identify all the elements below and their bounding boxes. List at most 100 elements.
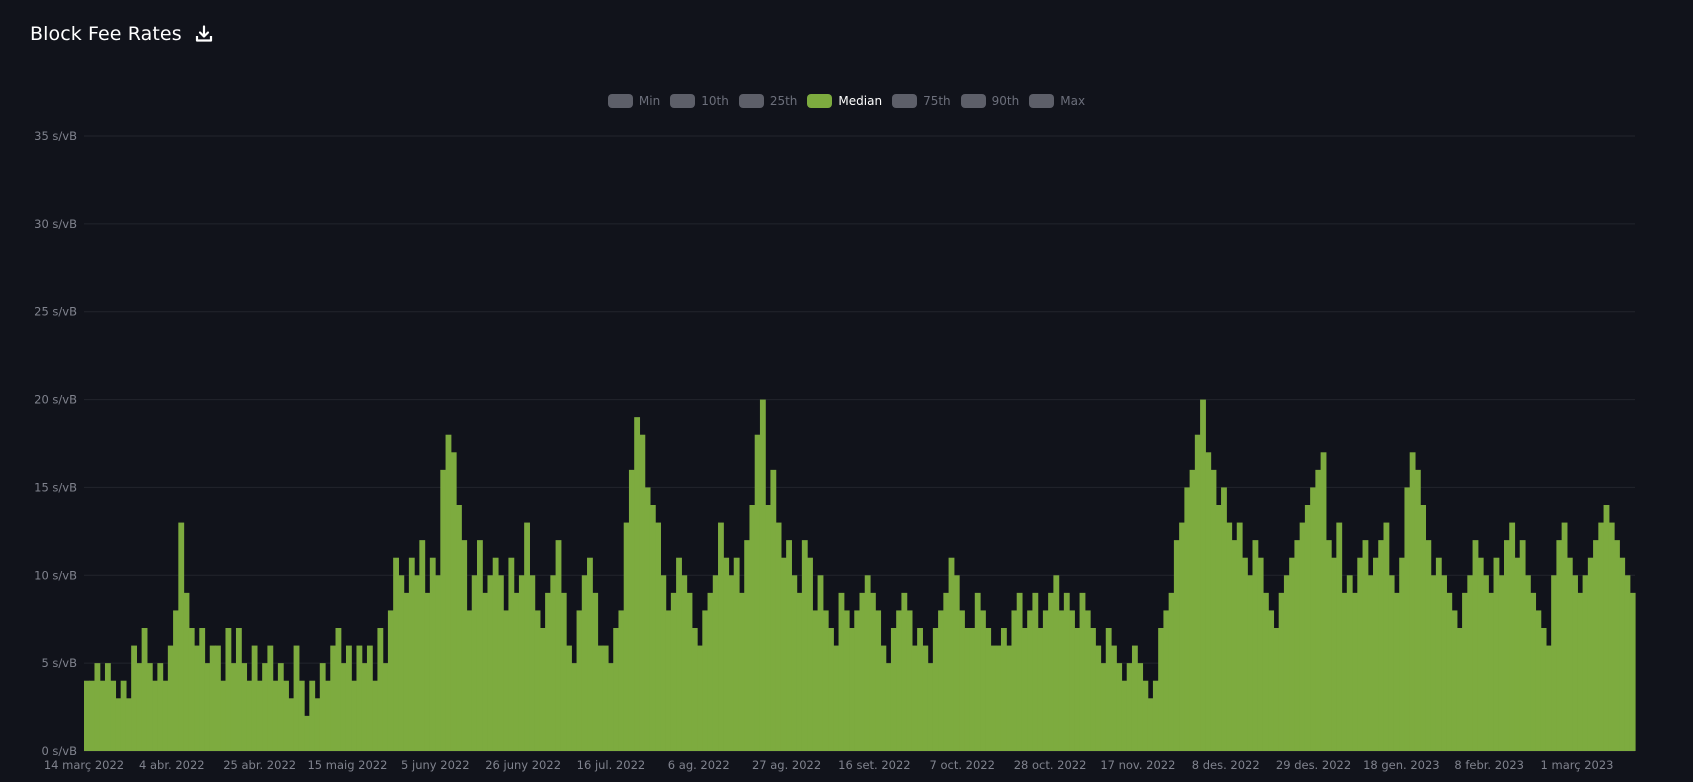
median-bar[interactable] bbox=[419, 540, 426, 751]
median-bar[interactable] bbox=[550, 575, 557, 751]
median-bar[interactable] bbox=[272, 680, 279, 751]
download-button[interactable] bbox=[194, 24, 214, 44]
median-bar[interactable] bbox=[1084, 610, 1091, 751]
median-bar[interactable] bbox=[665, 610, 672, 751]
median-bar[interactable] bbox=[1210, 469, 1217, 751]
median-bar[interactable] bbox=[948, 557, 955, 751]
median-bar[interactable] bbox=[1079, 592, 1086, 751]
median-bar[interactable] bbox=[864, 575, 871, 751]
median-bar[interactable] bbox=[225, 628, 232, 751]
median-bar[interactable] bbox=[707, 592, 714, 751]
median-bar[interactable] bbox=[1194, 434, 1201, 751]
median-bar[interactable] bbox=[424, 592, 431, 751]
median-bar[interactable] bbox=[513, 592, 520, 751]
median-bar[interactable] bbox=[1462, 592, 1468, 751]
median-bar[interactable] bbox=[1131, 645, 1138, 751]
median-bar[interactable] bbox=[1294, 540, 1301, 751]
median-bar[interactable] bbox=[1493, 557, 1500, 751]
median-bar[interactable] bbox=[188, 628, 195, 751]
median-bar[interactable] bbox=[1236, 522, 1243, 751]
median-bar[interactable] bbox=[807, 557, 813, 751]
median-bar[interactable] bbox=[723, 557, 730, 751]
median-bar[interactable] bbox=[262, 663, 268, 751]
median-bar[interactable] bbox=[1299, 522, 1306, 751]
median-bar[interactable] bbox=[1205, 452, 1212, 751]
median-bar[interactable] bbox=[634, 417, 641, 751]
median-bar[interactable] bbox=[1163, 610, 1170, 751]
median-bar[interactable] bbox=[1420, 505, 1427, 751]
median-bar[interactable] bbox=[1540, 628, 1547, 751]
median-bar[interactable] bbox=[330, 645, 337, 751]
median-bar[interactable] bbox=[655, 522, 661, 751]
median-bar[interactable] bbox=[581, 575, 588, 751]
median-bar[interactable] bbox=[817, 575, 824, 751]
median-bar[interactable] bbox=[644, 487, 651, 751]
median-bar[interactable] bbox=[1535, 610, 1542, 751]
median-bar[interactable] bbox=[697, 645, 703, 751]
median-bar[interactable] bbox=[1425, 540, 1432, 751]
median-bar[interactable] bbox=[162, 680, 169, 751]
median-bar[interactable] bbox=[435, 575, 441, 751]
median-bar[interactable] bbox=[691, 628, 698, 751]
median-bar[interactable] bbox=[560, 592, 567, 751]
median-bar[interactable] bbox=[1446, 592, 1453, 751]
median-bar[interactable] bbox=[1021, 628, 1028, 751]
median-bar[interactable] bbox=[985, 628, 992, 751]
median-bar[interactable] bbox=[1629, 592, 1636, 751]
median-bar[interactable] bbox=[1069, 610, 1075, 751]
median-bar[interactable] bbox=[94, 663, 101, 751]
median-bar[interactable] bbox=[927, 663, 934, 751]
median-bar[interactable] bbox=[1121, 680, 1128, 751]
median-bar[interactable] bbox=[623, 522, 630, 751]
median-bar[interactable] bbox=[1357, 557, 1364, 751]
median-bar[interactable] bbox=[1488, 592, 1495, 751]
median-bar[interactable] bbox=[178, 522, 185, 751]
median-bar[interactable] bbox=[1577, 592, 1584, 751]
median-bar[interactable] bbox=[796, 592, 803, 751]
median-bar[interactable] bbox=[786, 540, 792, 751]
median-bar[interactable] bbox=[628, 469, 635, 751]
median-bar[interactable] bbox=[1483, 575, 1489, 751]
median-bar[interactable] bbox=[125, 698, 132, 751]
median-bar[interactable] bbox=[754, 434, 761, 751]
median-bar[interactable] bbox=[566, 645, 572, 751]
median-bar[interactable] bbox=[298, 680, 305, 751]
median-bar[interactable] bbox=[204, 663, 211, 751]
median-bar[interactable] bbox=[1514, 557, 1521, 751]
median-bar[interactable] bbox=[1215, 505, 1222, 751]
median-bar[interactable] bbox=[812, 610, 819, 751]
median-bar[interactable] bbox=[309, 680, 316, 751]
median-bar[interactable] bbox=[702, 610, 709, 751]
median-bar[interactable] bbox=[1189, 469, 1196, 751]
median-bar[interactable] bbox=[1367, 575, 1374, 751]
median-bar[interactable] bbox=[555, 540, 562, 751]
median-bar[interactable] bbox=[1509, 522, 1516, 751]
median-bar[interactable] bbox=[738, 592, 745, 751]
median-bar[interactable] bbox=[801, 540, 808, 751]
median-bar[interactable] bbox=[649, 505, 656, 751]
median-bar[interactable] bbox=[131, 645, 137, 751]
median-bar[interactable] bbox=[964, 628, 971, 751]
median-bar[interactable] bbox=[508, 557, 515, 751]
median-bar[interactable] bbox=[791, 575, 798, 751]
median-bar[interactable] bbox=[1441, 575, 1447, 751]
median-bar[interactable] bbox=[890, 628, 897, 751]
median-bar[interactable] bbox=[84, 680, 90, 751]
median-bar[interactable] bbox=[524, 522, 530, 751]
median-bar[interactable] bbox=[765, 505, 772, 751]
median-bar[interactable] bbox=[901, 592, 908, 751]
median-bar[interactable] bbox=[387, 610, 394, 751]
median-bar[interactable] bbox=[639, 434, 646, 751]
median-bar[interactable] bbox=[1393, 592, 1400, 751]
median-bar[interactable] bbox=[576, 610, 583, 751]
median-bar[interactable] bbox=[1042, 610, 1049, 751]
median-bar[interactable] bbox=[1011, 610, 1018, 751]
median-bar[interactable] bbox=[403, 592, 410, 751]
median-bar[interactable] bbox=[246, 680, 253, 751]
median-bar[interactable] bbox=[1032, 592, 1039, 751]
median-bar[interactable] bbox=[1105, 628, 1112, 751]
median-bar[interactable] bbox=[235, 628, 242, 751]
median-bar[interactable] bbox=[199, 628, 206, 751]
median-bar[interactable] bbox=[932, 628, 939, 751]
median-bar[interactable] bbox=[497, 575, 504, 751]
